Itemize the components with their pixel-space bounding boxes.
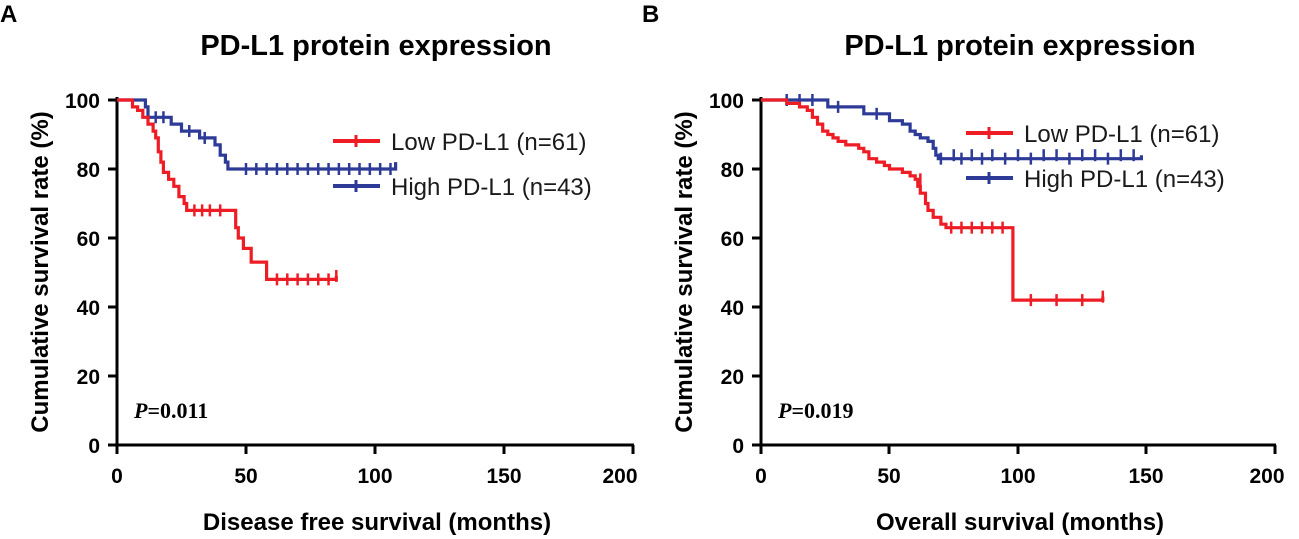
panel-b-ytick-label: 0	[732, 435, 744, 458]
panel-a-y-ticks: 100 80 60 40 20 0	[65, 90, 117, 458]
panel-a-xtick-label: 150	[486, 465, 521, 488]
panel-b-legend: Low PD-L1 (n=61) High PD-L1 (n=43)	[966, 121, 1225, 193]
panel-b-ytick-label: 40	[721, 297, 744, 320]
panel-a-curve-high	[117, 98, 398, 171]
panel-b-x-axis-label: Overall survival (months)	[876, 509, 1164, 536]
panel-b-curve-low	[761, 98, 1105, 302]
panel-b-x-ticks: 0 50 100 150 200	[755, 445, 1285, 488]
panel-b-p-symbol: P	[777, 398, 792, 423]
panel-a-xtick-label: 0	[111, 465, 123, 488]
panel-a-ytick-label: 0	[88, 435, 100, 458]
panel-b-ytick-label: 60	[721, 228, 744, 251]
panel-b-xtick-label: 0	[755, 465, 767, 488]
panel-a-plot-area	[117, 98, 398, 286]
panel-b-legend-label-high: High PD-L1 (n=43)	[1024, 166, 1225, 193]
panel-b-ytick-label: 80	[721, 159, 744, 182]
panel-b-xtick-label: 50	[877, 465, 900, 488]
panel-a-xtick-label: 200	[602, 465, 637, 488]
panel-a-curve-low	[117, 98, 338, 281]
panel-a-ytick-label: 60	[77, 228, 100, 251]
panel-b-y-axis-label: Cumulative survival rate (%)	[671, 111, 698, 432]
panel-b-y-ticks: 100 80 60 40 20 0	[709, 90, 761, 458]
panel-b-plot-area	[761, 94, 1143, 307]
panel-b: B PD-L1 protein expression 100 80 60 40 …	[642, 1, 1285, 536]
panel-a-ytick-label: 40	[77, 297, 100, 320]
panel-a-xtick-label: 50	[234, 465, 257, 488]
panel-b-ytick-label: 20	[721, 366, 744, 389]
panel-a-ytick-label: 80	[77, 159, 100, 182]
panel-b-title: PD-L1 protein expression	[844, 30, 1195, 62]
panel-b-ytick-label: 100	[709, 90, 744, 113]
panel-b-xtick-label: 150	[1128, 465, 1163, 488]
panel-a-p-number: =0.011	[147, 398, 208, 423]
panel-a-x-ticks: 0 50 100 150 200	[111, 445, 638, 488]
panel-b-curve-high	[761, 98, 1143, 161]
panel-a-title: PD-L1 protein expression	[200, 30, 551, 62]
panel-b-xtick-label: 200	[1249, 465, 1284, 488]
panel-b-p-number: =0.019	[791, 398, 853, 423]
panel-b-xtick-label: 100	[1000, 465, 1035, 488]
panel-a-ytick-label: 20	[77, 366, 100, 389]
panel-a-p-value: P=0.011	[133, 398, 208, 423]
panel-b-p-value: P=0.019	[777, 398, 854, 423]
panel-letter-a: A	[0, 1, 17, 28]
panel-a-ytick-label: 100	[65, 90, 100, 113]
panel-b-legend-label-low: Low PD-L1 (n=61)	[1024, 121, 1219, 148]
panel-a-y-axis-label: Cumulative survival rate (%)	[27, 111, 54, 432]
panel-a: A PD-L1 protein expression 100 80 60 40 …	[0, 1, 638, 536]
panel-a-x-axis-label: Disease free survival (months)	[203, 509, 551, 536]
panel-letter-b: B	[642, 1, 659, 28]
panel-a-legend-label-low: Low PD-L1 (n=61)	[391, 129, 586, 156]
panel-a-p-symbol: P	[133, 398, 148, 423]
panel-a-xtick-label: 100	[357, 465, 392, 488]
panel-a-legend: Low PD-L1 (n=61) High PD-L1 (n=43)	[333, 129, 592, 201]
panel-a-legend-label-high: High PD-L1 (n=43)	[391, 174, 592, 201]
